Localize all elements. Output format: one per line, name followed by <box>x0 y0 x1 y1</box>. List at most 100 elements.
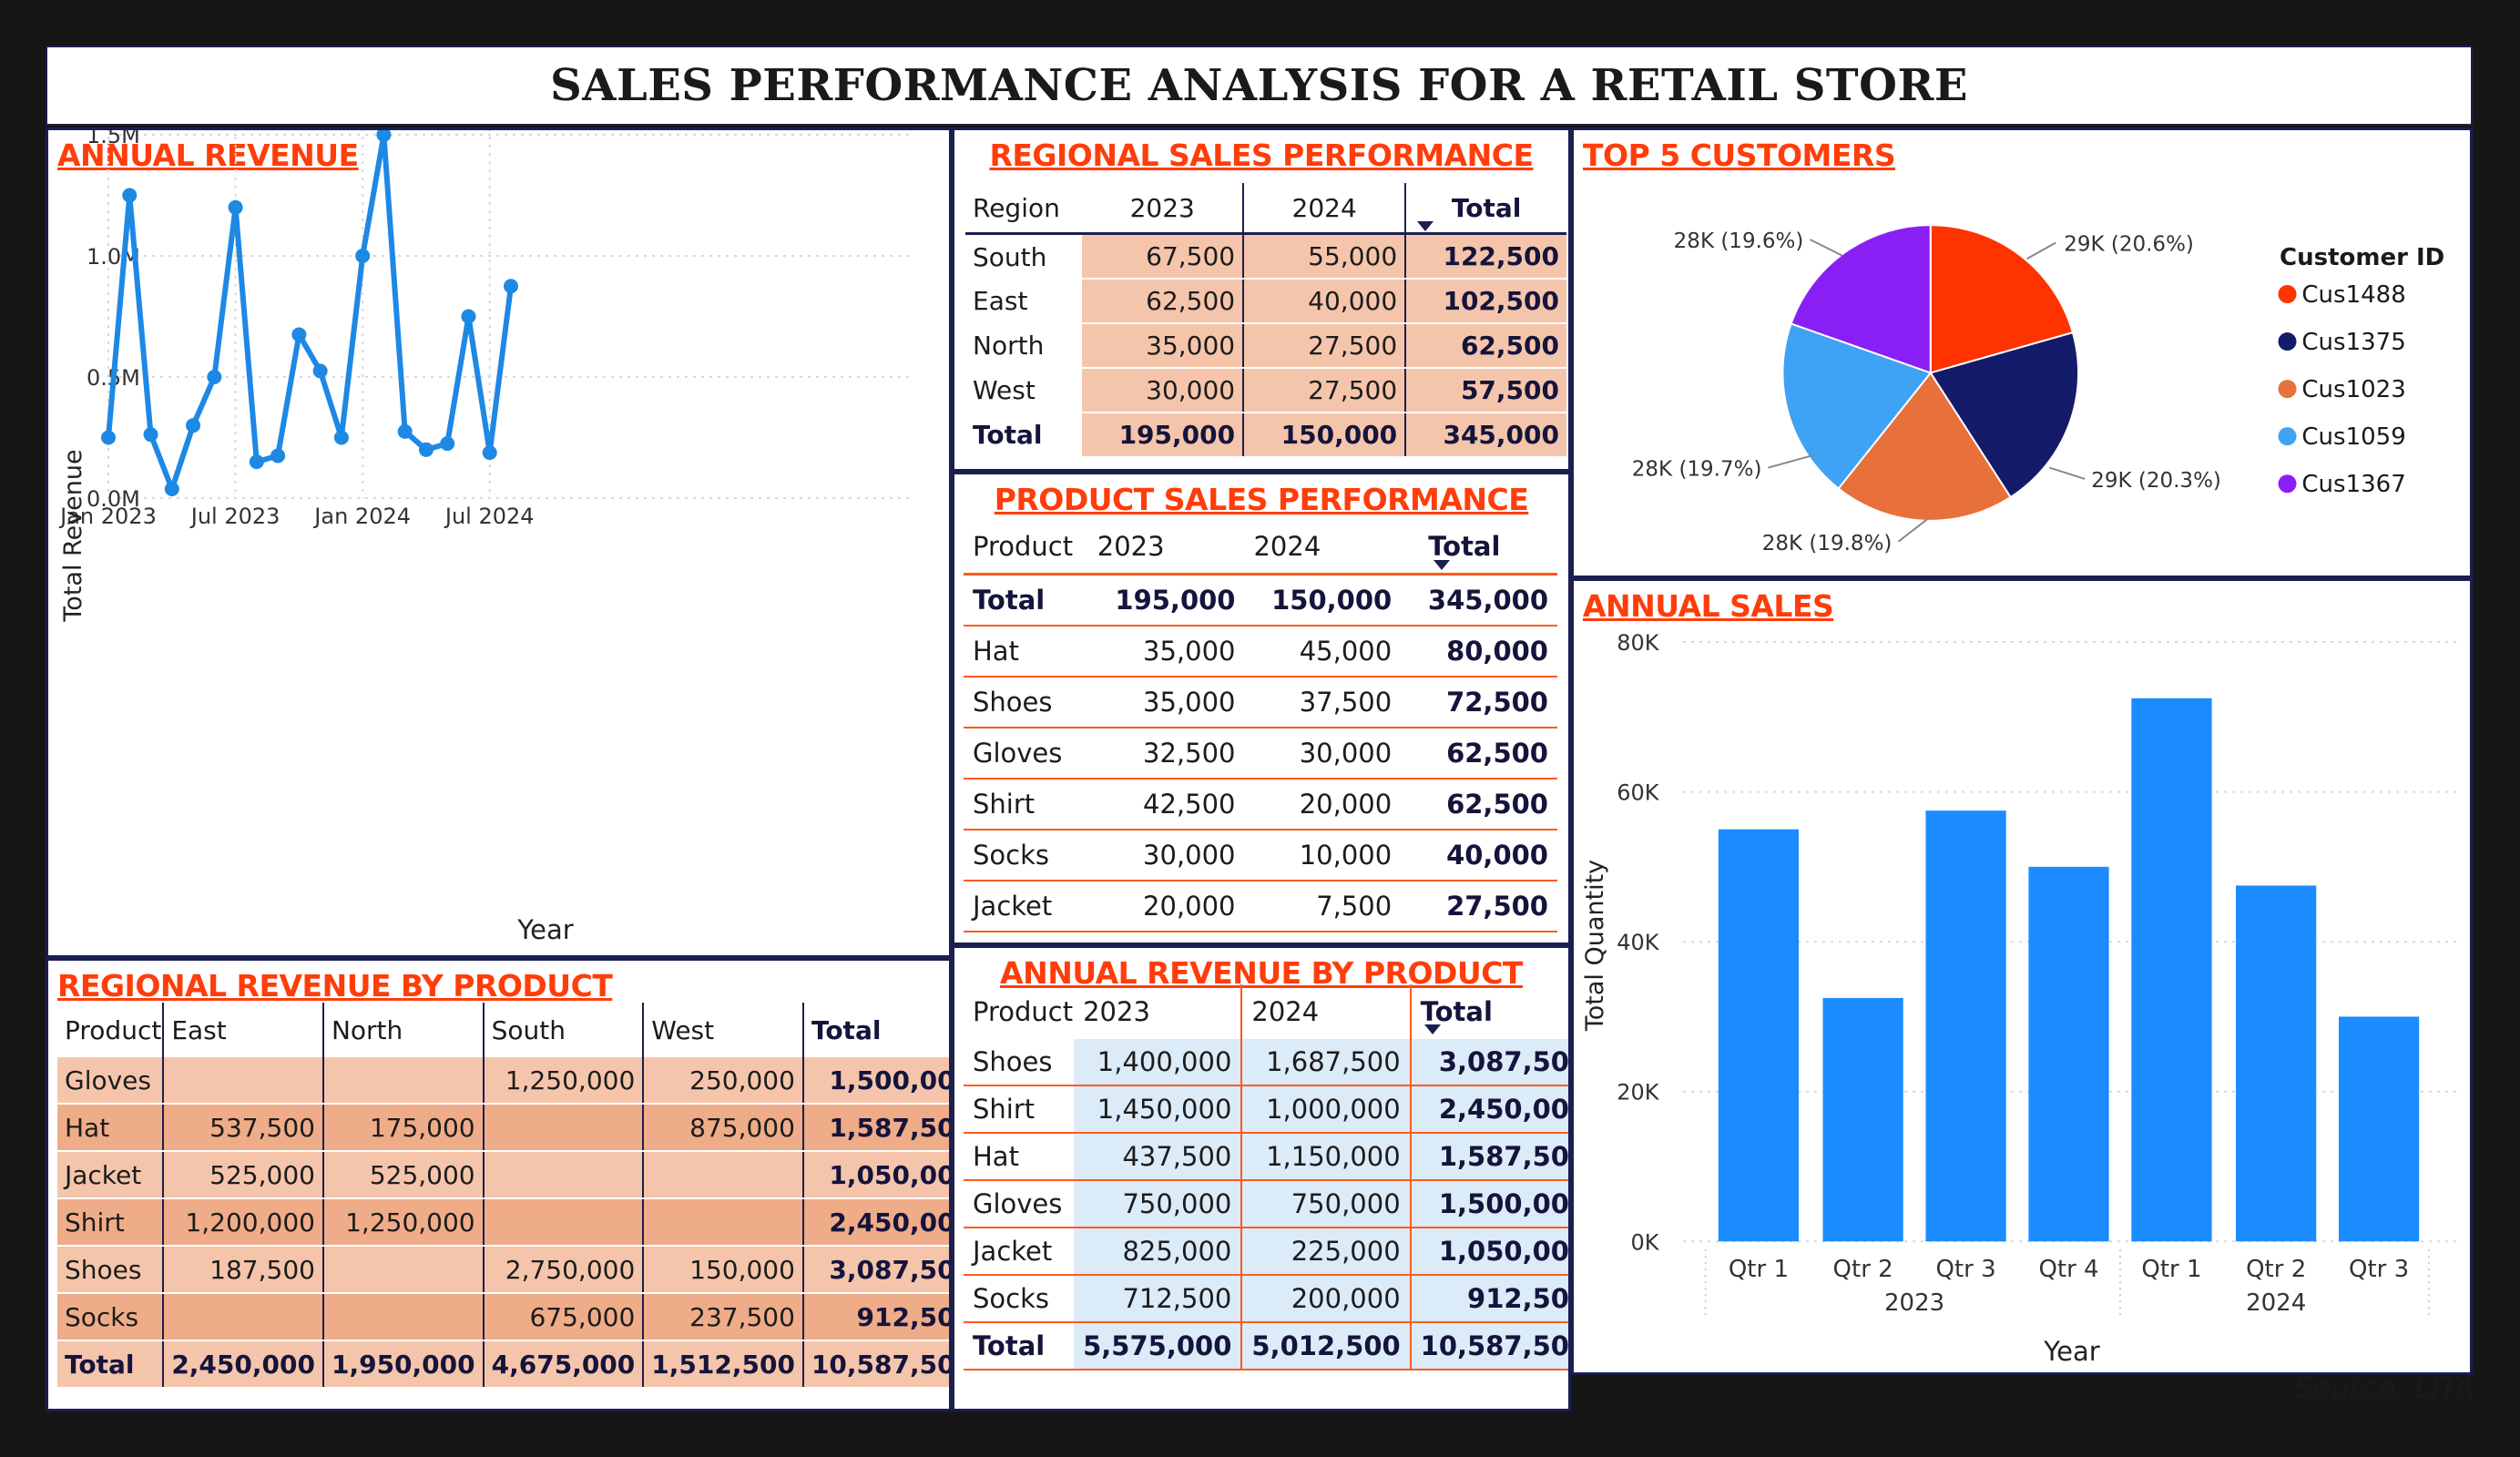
data-point[interactable] <box>482 445 497 461</box>
data-point[interactable] <box>228 199 243 215</box>
row-label: Shirt <box>964 1085 1075 1134</box>
pie-slice-cus1023[interactable] <box>1837 371 2012 522</box>
data-point[interactable] <box>101 430 116 445</box>
col-header-west[interactable]: West <box>643 1003 804 1057</box>
data-point[interactable] <box>376 130 392 142</box>
table-cell: 250,000 <box>643 1057 804 1105</box>
bar[interactable] <box>1718 829 1800 1242</box>
legend-item[interactable]: Cus1367 <box>2301 471 2405 498</box>
data-point[interactable] <box>461 309 476 324</box>
table-row[interactable]: Shirt 42,500 20,000 62,500 <box>964 779 1557 830</box>
data-point[interactable] <box>418 442 434 457</box>
col-header-2023[interactable]: 2023 <box>1074 984 1243 1039</box>
data-point[interactable] <box>122 188 138 203</box>
col-header-total[interactable]: Total <box>811 1014 882 1045</box>
y-tick-label: 40K <box>1617 930 1660 955</box>
pie-slice-cus1367[interactable] <box>1790 224 1932 374</box>
col-header-2024[interactable]: 2024 <box>1241 984 1412 1039</box>
legend-item[interactable]: Cus1023 <box>2301 376 2405 403</box>
table-cell: 20,000 <box>1244 779 1402 830</box>
data-point[interactable] <box>355 249 371 263</box>
table-row[interactable]: Total 5,575,000 5,012,500 10,587,500 <box>964 1322 1568 1370</box>
data-point[interactable] <box>291 327 307 342</box>
x-tick-label: Qtr 2 <box>2246 1256 2306 1283</box>
bar[interactable] <box>1925 810 2006 1242</box>
col-header-product[interactable]: Product <box>964 520 1088 576</box>
col-header-total[interactable]: Total <box>1401 520 1557 576</box>
data-point[interactable] <box>186 418 201 433</box>
col-header-total[interactable]: Total <box>1405 183 1566 235</box>
annual-revenue-panel: ANNUAL REVENUE 0.0M 0.5M 1.0M 1.5M Jan 2023… <box>46 127 952 958</box>
table-row[interactable]: Socks 30,000 10,000 40,000 <box>964 830 1557 881</box>
data-point[interactable] <box>440 436 455 452</box>
table-row[interactable]: West 30,000 27,500 57,500 <box>965 368 1566 413</box>
table-row[interactable]: Shoes 35,000 37,500 72,500 <box>964 677 1557 728</box>
data-point[interactable] <box>143 427 158 443</box>
bar[interactable] <box>2131 698 2212 1242</box>
pie-legend: Cus1488 Cus1375 Cus1023 Cus1059 Cus1367 <box>2278 281 2406 498</box>
bar[interactable] <box>2028 866 2109 1242</box>
table-cell: 40,000 <box>1243 279 1407 324</box>
data-point[interactable] <box>270 448 286 464</box>
data-point[interactable] <box>333 430 349 445</box>
table-cell: 27,500 <box>1243 368 1407 413</box>
pie-slice-cus1375[interactable] <box>1929 331 2080 499</box>
table-row[interactable]: North 35,000 27,500 62,500 <box>965 323 1566 369</box>
table-cell: 875,000 <box>643 1104 804 1152</box>
table-row[interactable]: Total 195,000 150,000 345,000 <box>964 574 1557 627</box>
col-header-north[interactable]: North <box>322 1003 485 1057</box>
data-point[interactable] <box>249 454 264 470</box>
col-header-2024[interactable]: 2024 <box>1243 183 1407 235</box>
sort-desc-icon <box>1423 1024 1441 1034</box>
legend-item[interactable]: Cus1059 <box>2301 423 2405 451</box>
table-cell: 150,000 <box>1244 574 1402 627</box>
col-header-total[interactable]: Total <box>1411 984 1568 1039</box>
data-point[interactable] <box>504 279 518 294</box>
col-header-2023[interactable]: 2023 <box>1082 183 1245 235</box>
data-point[interactable] <box>164 482 179 497</box>
row-label: Hat <box>964 1133 1075 1181</box>
bar[interactable] <box>1822 997 1903 1242</box>
legend-item[interactable]: Cus1488 <box>2301 281 2405 309</box>
data-point[interactable] <box>312 363 328 379</box>
bar[interactable] <box>2236 885 2317 1242</box>
col-header-product[interactable]: Product <box>973 996 1074 1027</box>
pie-slice-cus1059[interactable] <box>1781 322 1933 490</box>
table-row[interactable]: Total 2,450,000 1,950,000 4,675,000 1,512,50… <box>57 1340 949 1389</box>
table-row[interactable]: South 67,500 55,000 122,500 <box>965 233 1566 280</box>
col-header-region[interactable]: Region <box>965 183 1083 235</box>
table-row[interactable]: Hat 35,000 45,000 80,000 <box>964 626 1557 678</box>
col-header-2023[interactable]: 2023 <box>1087 520 1245 576</box>
pie-slice-cus1488[interactable] <box>1929 224 2075 374</box>
legend-item[interactable]: Cus1375 <box>2301 329 2405 356</box>
table-row[interactable]: Jacket 20,000 7,500 27,500 <box>964 881 1557 932</box>
col-header-2024[interactable]: 2024 <box>1244 520 1402 576</box>
row-label: Jacket <box>964 881 1088 932</box>
data-point[interactable] <box>397 423 413 439</box>
bar[interactable] <box>2338 1016 2420 1242</box>
data-point[interactable] <box>207 370 222 384</box>
table-row[interactable]: Total 195,000 150,000 345,000 <box>965 413 1566 458</box>
regional-revenue-by-product-table: Product East North South West Total Glov… <box>57 1003 949 1389</box>
table-cell: 3,087,500 <box>802 1246 949 1294</box>
table-row[interactable]: Gloves 32,500 30,000 62,500 <box>964 728 1557 779</box>
x-axis-label: Year <box>2043 1336 2099 1367</box>
revenue-line <box>106 132 514 493</box>
col-header-south[interactable]: South <box>483 1003 645 1057</box>
col-header-east[interactable]: East <box>163 1003 324 1057</box>
col-header-product[interactable]: Product <box>57 1003 165 1057</box>
table-row[interactable]: East 62,500 40,000 102,500 <box>965 279 1566 324</box>
annual-revenue-chart: 0.0M0.5M1.0M1.5M Jan 2023 Jul 2023 Jan 202… <box>58 130 913 945</box>
